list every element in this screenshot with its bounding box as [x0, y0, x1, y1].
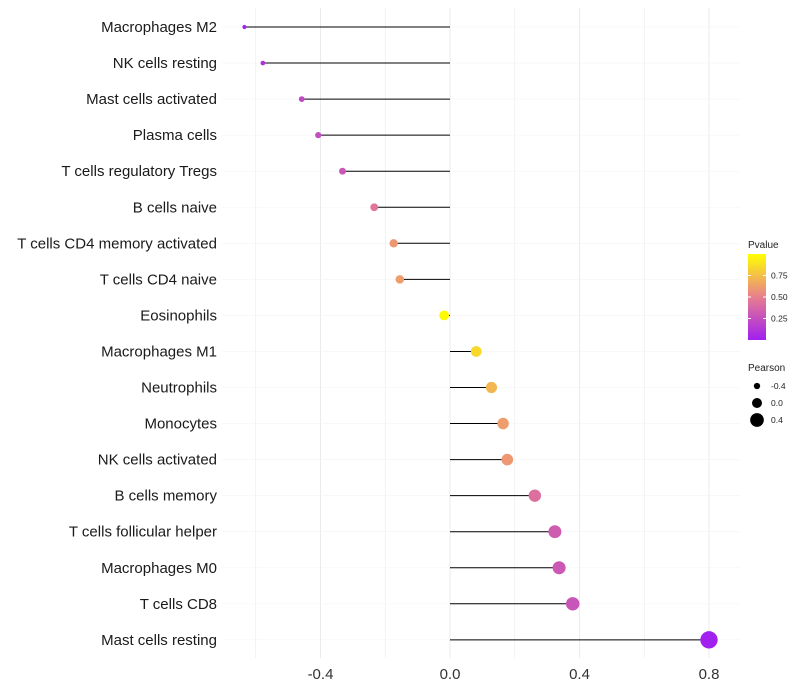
x-tick-label: -0.4 [308, 666, 334, 683]
point-10 [485, 381, 498, 394]
grid [222, 8, 740, 658]
category-label: Plasma cells [133, 127, 217, 144]
point-9 [470, 346, 482, 357]
category-label: T cells regulatory Tregs [61, 163, 217, 180]
pvalue-legend-ticks: 0.75 0.50 0.25 [748, 271, 788, 324]
point-4 [339, 167, 346, 175]
category-label: T cells CD4 memory activated [17, 235, 217, 252]
point-17 [700, 631, 718, 649]
category-label: Neutrophils [141, 380, 217, 397]
pvalue-legend-title: Pvalue [748, 240, 779, 251]
x-tick-label: 0.4 [569, 666, 590, 683]
category-label: B cells naive [133, 199, 217, 216]
pvalue-tick-label: 0.25 [771, 314, 788, 324]
pearson-legend-label: 0.4 [771, 415, 783, 425]
point-16 [565, 597, 580, 611]
point-0 [242, 24, 247, 30]
point-8 [439, 310, 450, 321]
pearson-legend-label: -0.4 [771, 381, 786, 391]
point-7 [395, 275, 405, 284]
category-label: Mast cells resting [101, 632, 217, 649]
point-14 [548, 525, 562, 539]
point-12 [501, 453, 514, 466]
pvalue-legend: Pvalue 0.75 0.50 0.25 [748, 240, 788, 340]
category-label: T cells follicular helper [69, 524, 217, 541]
pvalue-colorbar [748, 254, 766, 340]
pearson-legend-title: Pearson [748, 363, 785, 374]
pearson-legend-label: 0.0 [771, 398, 783, 408]
pvalue-tick-label: 0.75 [771, 271, 788, 281]
pearson-legend-entries: -0.4 0.0 0.4 [750, 381, 786, 427]
point-15 [552, 561, 566, 575]
category-label: Eosinophils [140, 307, 217, 324]
point-1 [260, 60, 266, 66]
category-label: Macrophages M1 [101, 343, 217, 360]
point-6 [389, 239, 398, 248]
points [242, 24, 718, 649]
x-tick-label: 0.8 [699, 666, 720, 683]
category-label: Mast cells activated [86, 91, 217, 108]
category-label: Macrophages M0 [101, 560, 217, 577]
x-axis-ticks: -0.4 0.0 0.4 0.8 [308, 666, 720, 683]
point-13 [528, 489, 542, 502]
pearson-legend: Pearson -0.4 0.0 0.4 [748, 363, 786, 427]
stems [244, 26, 709, 641]
point-5 [370, 203, 379, 212]
category-label: Macrophages M2 [101, 19, 217, 36]
pvalue-tick-label: 0.50 [771, 292, 788, 302]
point-2 [298, 96, 305, 102]
category-label: NK cells resting [113, 55, 217, 72]
category-labels: Macrophages M2 NK cells resting Mast cells… [17, 19, 217, 649]
pearson-legend-dot [752, 398, 762, 408]
category-label: T cells CD4 naive [100, 271, 217, 288]
x-tick-label: 0.0 [440, 666, 461, 683]
category-label: NK cells activated [98, 452, 217, 469]
point-11 [497, 417, 509, 430]
point-3 [315, 132, 322, 139]
category-label: Monocytes [144, 416, 217, 433]
pearson-legend-dot [750, 413, 764, 427]
category-label: B cells memory [114, 488, 217, 505]
pearson-legend-dot [753, 382, 761, 390]
category-label: T cells CD8 [140, 596, 217, 613]
